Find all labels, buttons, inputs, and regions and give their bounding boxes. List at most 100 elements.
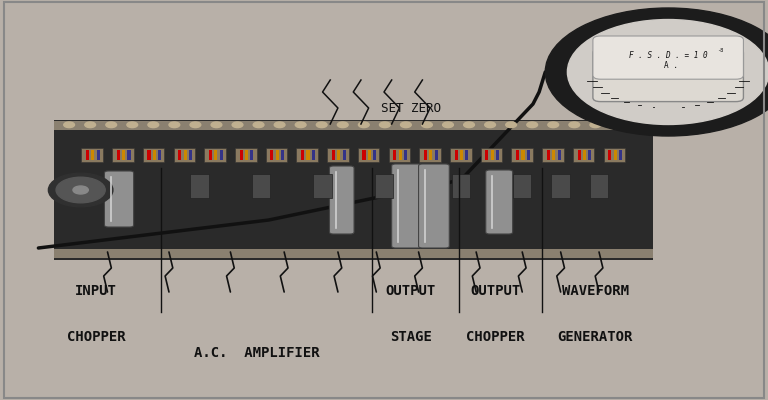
Bar [619,150,622,160]
Circle shape [232,122,243,128]
Bar [240,150,243,160]
Bar [496,150,499,160]
Bar [551,174,570,198]
Bar [54,121,653,130]
Bar [429,150,432,160]
Bar [435,150,438,160]
Circle shape [422,122,432,128]
Bar [608,150,611,160]
Circle shape [337,122,348,128]
Text: SET ZERO: SET ZERO [381,102,441,114]
Circle shape [442,122,453,128]
Bar [81,148,103,162]
Bar [306,150,310,160]
Bar [184,150,187,160]
Bar [389,148,410,162]
FancyBboxPatch shape [419,164,449,248]
Bar [399,150,402,160]
Bar [455,150,458,160]
FancyBboxPatch shape [593,36,743,79]
Bar [337,150,340,160]
Circle shape [379,122,390,128]
Circle shape [127,122,137,128]
Bar [573,148,594,162]
Circle shape [253,122,264,128]
Bar [54,120,653,260]
Bar [250,150,253,160]
Circle shape [316,122,327,128]
Bar [368,150,371,160]
Bar [245,150,248,160]
FancyBboxPatch shape [104,171,134,227]
FancyBboxPatch shape [329,166,354,234]
Bar [122,150,125,160]
Bar [127,150,131,160]
Circle shape [401,122,412,128]
Bar [358,148,379,162]
Circle shape [548,122,558,128]
Text: OUTPUT

CHOPPER: OUTPUT CHOPPER [466,284,525,344]
Text: -8: -8 [717,48,723,52]
Bar [235,148,257,162]
Bar [189,150,192,160]
Bar [209,150,212,160]
Bar [174,148,195,162]
Bar [97,150,100,160]
Bar [513,174,531,198]
FancyBboxPatch shape [392,164,422,248]
Bar [481,148,502,162]
Circle shape [211,122,222,128]
Circle shape [590,122,601,128]
Bar [404,150,407,160]
Bar [270,150,273,160]
Bar [362,150,366,160]
Bar [373,150,376,160]
Text: A.C.  AMPLIFIER: A.C. AMPLIFIER [194,346,320,360]
Circle shape [148,122,159,128]
Circle shape [274,122,285,128]
Text: WAVEFORM

GENERATOR: WAVEFORM GENERATOR [558,284,633,344]
Bar [583,150,586,160]
Bar [147,150,151,160]
Circle shape [190,122,200,128]
Bar [327,148,349,162]
Bar [296,148,318,162]
Circle shape [611,122,622,128]
FancyBboxPatch shape [486,170,513,234]
Bar [91,150,94,160]
Text: INPUT

CHOPPER: INPUT CHOPPER [67,284,125,344]
Text: A .: A . [664,61,677,70]
Bar [450,148,472,162]
Bar [343,150,346,160]
Bar [588,150,591,160]
Circle shape [545,8,768,136]
Circle shape [527,122,538,128]
Bar [190,174,209,198]
Bar [276,150,279,160]
Circle shape [485,122,495,128]
Bar [112,148,134,162]
Bar [204,148,226,162]
Bar [516,150,519,160]
Circle shape [84,122,95,128]
Bar [547,150,550,160]
Circle shape [56,177,105,203]
Text: OUTPUT

STAGE: OUTPUT STAGE [386,284,436,344]
Circle shape [295,122,306,128]
Circle shape [64,122,74,128]
Circle shape [464,122,475,128]
Circle shape [569,122,580,128]
Bar [424,150,427,160]
FancyBboxPatch shape [593,49,743,102]
Bar [491,150,494,160]
Bar [465,150,468,160]
Bar [393,150,396,160]
Bar [214,150,217,160]
Bar [452,174,470,198]
Bar [143,148,164,162]
Bar [178,150,181,160]
Bar [552,150,555,160]
Bar [542,148,564,162]
Bar [252,174,270,198]
Bar [558,150,561,160]
